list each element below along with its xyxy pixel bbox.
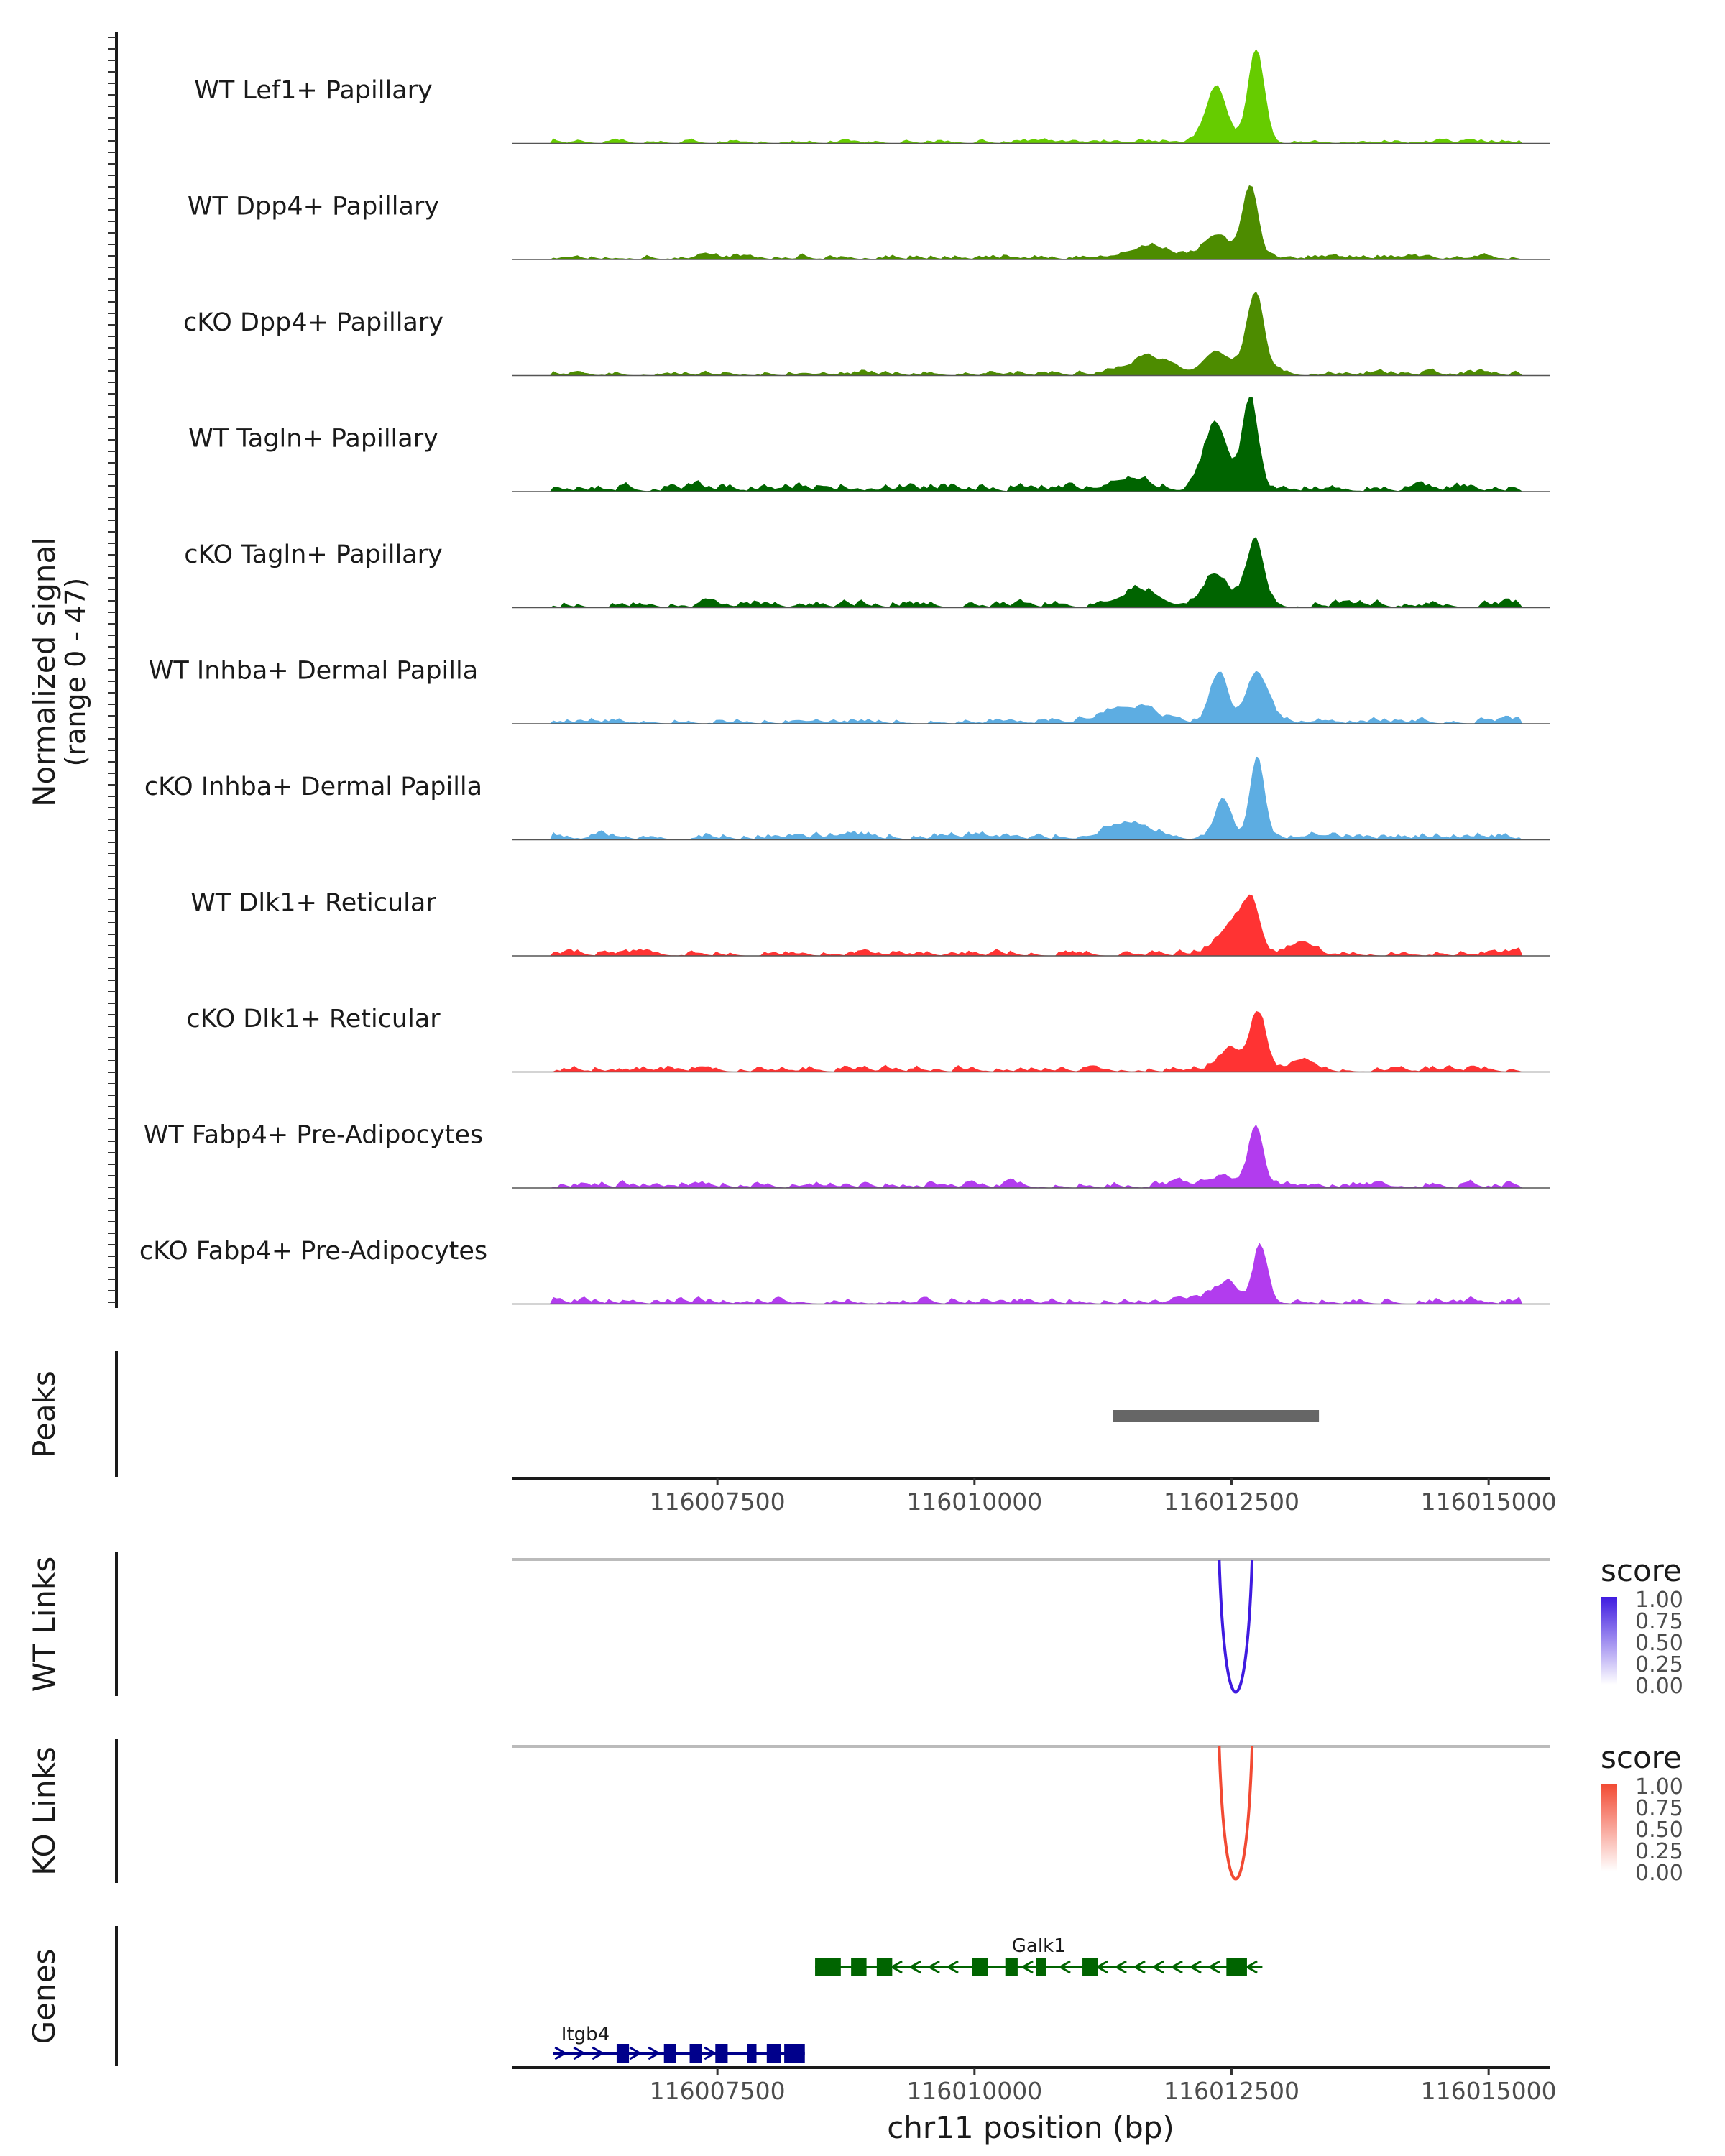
links-track-label-1: KO Links bbox=[27, 1746, 62, 1876]
coverage-y-label: Normalized signal bbox=[27, 537, 62, 807]
coverage-area-6 bbox=[512, 756, 1550, 840]
x-tick-label-bottom-0: 116007500 bbox=[650, 2077, 786, 2105]
exon-0-7 bbox=[1226, 1958, 1247, 1976]
track-label-0: WT Lef1+ Papillary bbox=[194, 76, 433, 105]
exon-0-1 bbox=[851, 1958, 867, 1976]
coverage-y-axis bbox=[108, 32, 118, 1308]
track-label-6: cKO Inhba+ Dermal Papilla bbox=[144, 773, 482, 801]
coverage-area-4 bbox=[512, 536, 1550, 608]
legend-tick-label-0-2: 0.50 bbox=[1635, 1631, 1683, 1656]
coverage-area-0 bbox=[512, 49, 1550, 144]
genes-track-label: Genes bbox=[27, 1949, 62, 2045]
strand-chevron-0 bbox=[1058, 1960, 1071, 1974]
strand-chevron-1 bbox=[554, 2046, 568, 2060]
track-label-9: WT Fabp4+ Pre-Adipocytes bbox=[144, 1121, 483, 1150]
coverage-area-8 bbox=[512, 1010, 1550, 1072]
legend-tick-label-1-4: 0.00 bbox=[1635, 1861, 1683, 1886]
legend-tick-label-0-4: 0.00 bbox=[1635, 1674, 1683, 1699]
legend-tick-label-0-1: 0.75 bbox=[1635, 1609, 1683, 1634]
exon-1-5 bbox=[766, 2044, 781, 2063]
coverage-area-7 bbox=[512, 894, 1550, 956]
exon-1-4 bbox=[747, 2044, 757, 2063]
x-axis-bottom: 116007500 116010000 116012500 116015000 bbox=[512, 2066, 1557, 2105]
coverage-area-5 bbox=[512, 671, 1550, 724]
track-label-8: cKO Dlk1+ Reticular bbox=[186, 1005, 441, 1033]
legend-tick-label-0-3: 0.25 bbox=[1635, 1652, 1683, 1677]
strand-chevron-0 bbox=[1133, 1960, 1146, 1974]
coverage-area-1 bbox=[512, 185, 1550, 259]
strand-chevron-0 bbox=[1151, 1960, 1164, 1974]
track-label-7: WT Dlk1+ Reticular bbox=[190, 889, 436, 918]
legend-colorbar-0 bbox=[1601, 1597, 1617, 1685]
x-tick-label-bottom-2: 116012500 bbox=[1164, 2077, 1300, 2105]
peaks-track-label: Peaks bbox=[27, 1370, 62, 1458]
exon-1-2 bbox=[689, 2044, 702, 2063]
strand-chevron-0 bbox=[946, 1960, 959, 1974]
strand-chevron-0 bbox=[1114, 1960, 1127, 1974]
legend-tick-label-1-1: 0.75 bbox=[1635, 1796, 1683, 1821]
coverage-area-9 bbox=[512, 1124, 1550, 1188]
x-tick-label-top-0: 116007500 bbox=[650, 1488, 786, 1516]
strand-chevron-0 bbox=[1189, 1960, 1202, 1974]
coverage-area-3 bbox=[512, 397, 1550, 492]
x-tick-label-bottom-1: 116010000 bbox=[906, 2077, 1042, 2105]
link-arc-0 bbox=[1218, 1559, 1254, 1694]
strand-chevron-1 bbox=[704, 2046, 717, 2060]
coverage-area-10 bbox=[512, 1243, 1550, 1304]
coverage-tracks: WT Lef1+ Papillary WT Dpp4+ Papillary cKO … bbox=[139, 49, 1550, 1305]
x-tick-label-top-1: 116010000 bbox=[906, 1488, 1042, 1516]
exon-0-4 bbox=[1005, 1958, 1018, 1976]
strand-chevron-0 bbox=[1208, 1960, 1220, 1974]
strand-chevron-0 bbox=[1170, 1960, 1183, 1974]
track-label-5: WT Inhba+ Dermal Papilla bbox=[149, 657, 478, 686]
exon-1-6 bbox=[784, 2044, 805, 2063]
strand-chevron-0 bbox=[1245, 1960, 1258, 1974]
coverage-area-2 bbox=[512, 291, 1550, 376]
track-label-1: WT Dpp4+ Papillary bbox=[188, 193, 439, 221]
legend-title-1: score bbox=[1601, 1740, 1682, 1775]
x-tick-label-top-2: 116012500 bbox=[1164, 1488, 1300, 1516]
x-axis-top: 116007500 116010000 116012500 116015000 bbox=[512, 1477, 1557, 1516]
peaks-track bbox=[1113, 1410, 1320, 1422]
exon-1-3 bbox=[715, 2044, 728, 2063]
track-label-3: WT Tagln+ Papillary bbox=[188, 425, 438, 453]
exon-0-5 bbox=[1036, 1958, 1046, 1976]
legend-title-0: score bbox=[1601, 1553, 1682, 1588]
exon-0-3 bbox=[972, 1958, 988, 1976]
strand-chevron-0 bbox=[908, 1960, 921, 1974]
x-tick-label-top-3: 116015000 bbox=[1421, 1488, 1557, 1516]
link-arc-1 bbox=[1218, 1746, 1254, 1881]
exon-0-6 bbox=[1082, 1958, 1098, 1976]
x-axis-label: chr11 position (bp) bbox=[887, 2110, 1174, 2145]
legend-colorbar-1 bbox=[1601, 1784, 1617, 1871]
peak-region-0 bbox=[1113, 1410, 1320, 1422]
exon-1-0 bbox=[616, 2044, 630, 2063]
exon-0-0 bbox=[815, 1958, 841, 1976]
x-tick-label-bottom-3: 116015000 bbox=[1421, 2077, 1557, 2105]
track-label-2: cKO Dpp4+ Papillary bbox=[183, 308, 443, 337]
strand-chevron-1 bbox=[629, 2046, 643, 2060]
exon-1-1 bbox=[663, 2044, 676, 2063]
strand-chevron-1 bbox=[648, 2046, 661, 2060]
gene-label-0: Galk1 bbox=[1012, 1935, 1066, 1957]
strand-chevron-1 bbox=[573, 2046, 586, 2060]
coverage-range-label: (range 0 - 47) bbox=[60, 578, 91, 767]
legend-tick-label-1-3: 0.25 bbox=[1635, 1839, 1683, 1864]
track-label-10: cKO Fabp4+ Pre-Adipocytes bbox=[139, 1237, 487, 1266]
genes-track: Galk1 Itgb4 bbox=[553, 1935, 1263, 2063]
strand-chevron-0 bbox=[1021, 1960, 1034, 1974]
legend-tick-label-1-0: 1.00 bbox=[1635, 1774, 1683, 1800]
strand-chevron-1 bbox=[592, 2046, 605, 2060]
strand-chevron-0 bbox=[927, 1960, 940, 1974]
legend-tick-label-0-0: 1.00 bbox=[1635, 1588, 1683, 1613]
legend-tick-label-1-2: 0.50 bbox=[1635, 1818, 1683, 1843]
gene-label-1: Itgb4 bbox=[561, 2024, 610, 2045]
exon-0-2 bbox=[876, 1958, 893, 1976]
track-label-4: cKO Tagln+ Papillary bbox=[184, 540, 443, 569]
links-track-label-0: WT Links bbox=[27, 1557, 62, 1692]
